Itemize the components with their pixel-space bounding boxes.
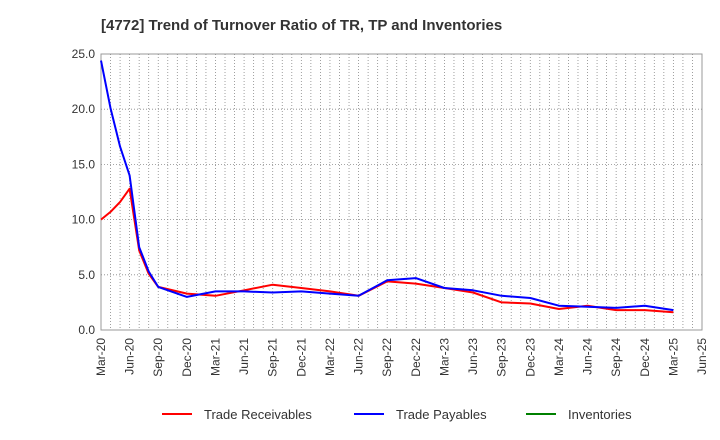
x-tick-label: Jun-23 [466,338,480,375]
legend-label: Trade Receivables [204,407,312,422]
y-tick-label: 15.0 [72,157,96,171]
x-tick-label: Jun-21 [237,338,251,375]
x-tick-label: Mar-22 [323,338,337,376]
x-tick-label: Mar-25 [666,338,680,376]
x-tick-label: Dec-24 [638,338,652,377]
y-tick-label: 0.0 [78,323,95,337]
x-tick-label: Jun-20 [123,338,137,375]
x-tick-label: Dec-20 [180,338,194,377]
x-tick-label: Sep-20 [151,338,165,377]
legend-label: Trade Payables [396,407,487,422]
y-tick-label: 25.0 [72,47,96,61]
x-tick-label: Mar-24 [552,338,566,376]
y-tick-label: 10.0 [72,213,96,227]
x-tick-label: Jun-25 [695,338,709,375]
series-line-trade-payables [100,60,674,312]
chart-title: [4772] Trend of Turnover Ratio of TR, TP… [101,17,502,34]
x-tick-label: Dec-23 [523,338,537,377]
series-line-trade-receivables [100,187,674,314]
x-tick-label: Dec-22 [409,338,423,377]
legend: Trade Receivables Trade Payables Inventori… [162,407,632,422]
x-tick-label: Sep-22 [380,338,394,377]
x-tick-label: Dec-21 [294,338,308,377]
x-tick-label: Jun-24 [581,338,595,375]
x-tick-label: Mar-23 [437,338,451,376]
plot-area: 0.0 5.0 10.0 15.0 20.0 25.0 Mar-20 Jun-20 Sep-20… [72,47,709,377]
x-tick-label: Jun-22 [352,338,366,375]
x-tick-label: Mar-20 [94,338,108,376]
y-tick-label: 20.0 [72,102,96,116]
x-tick-label: Mar-21 [208,338,222,376]
x-tick-label: Sep-24 [609,338,623,377]
plot-frame [100,53,703,331]
x-tick-label: Sep-21 [266,338,280,377]
y-tick-label: 5.0 [78,268,95,282]
legend-label: Inventories [568,407,632,422]
x-tick-label: Sep-23 [495,338,509,377]
